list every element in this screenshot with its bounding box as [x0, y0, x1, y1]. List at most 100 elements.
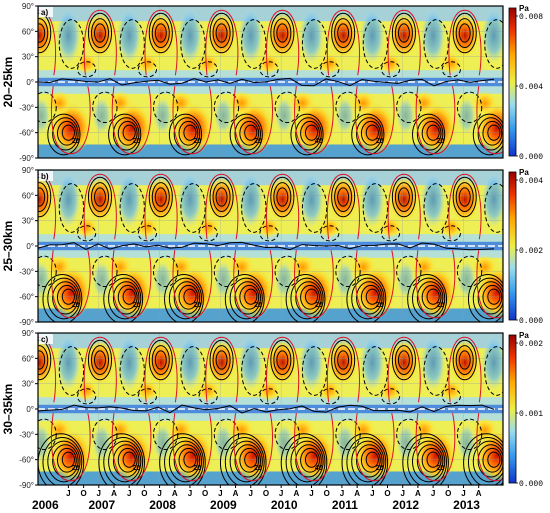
dashed-contour: [198, 61, 218, 78]
panel-field: 20 20 20 20 20 20 20: [38, 170, 550, 322]
southern-contour: [234, 117, 262, 151]
northern-contour: [391, 176, 416, 218]
northern-contour: [148, 176, 173, 218]
southern-maximum: [294, 102, 335, 155]
contour-label: 20: [254, 465, 262, 472]
northern-maximum: [145, 176, 176, 223]
southern-contour: [365, 124, 379, 141]
southern-contour: [472, 440, 503, 483]
zero-contour: [233, 250, 274, 319]
southern-contour: [56, 284, 77, 310]
month-tick-label: A: [476, 489, 482, 498]
dashed-contour: [456, 91, 483, 124]
southern-contour: [356, 117, 383, 151]
southern-contour: [122, 288, 136, 305]
dashed-contour: [423, 346, 449, 396]
colorbar: [508, 334, 517, 484]
northern-contour: [154, 23, 167, 43]
dashed-contour: [152, 418, 179, 451]
southern-maximum: [416, 102, 457, 155]
northern-contour: [337, 350, 350, 370]
southern-contour: [411, 277, 446, 320]
southern-contour: [300, 447, 320, 473]
zero-contour: [144, 9, 178, 76]
colorbar-tick-label: 0.000: [519, 153, 543, 162]
dashed-contour: [456, 255, 483, 288]
month-tick-label: A: [172, 489, 178, 498]
northern-maximum: [145, 339, 176, 386]
dashed-contour: [137, 61, 158, 78]
dashed-contour: [380, 225, 401, 242]
equatorial-contour: [38, 241, 495, 251]
zero-contour: [538, 86, 550, 154]
summer-minimum: [457, 97, 476, 135]
southern-maximum: [355, 102, 396, 155]
southern-contour: [421, 120, 442, 146]
southern-maximum: [172, 102, 214, 155]
northern-contour: [455, 182, 474, 212]
northern-contour: [397, 187, 410, 207]
dashed-contour: [362, 346, 389, 396]
southern-contour: [539, 118, 550, 150]
altitude-label: 20–25km: [1, 57, 15, 108]
southern-contour: [234, 281, 262, 315]
northern-contour: [452, 12, 477, 54]
summer-minimum: [275, 424, 294, 462]
month-tick-label: A: [293, 489, 299, 498]
northern-contour: [94, 350, 106, 370]
northern-contour: [455, 345, 474, 375]
northern-contour: [397, 350, 410, 370]
summer-minimum: [92, 424, 111, 462]
month-tick-label: O: [80, 489, 86, 498]
dashed-contour: [396, 255, 422, 288]
southern-contour: [224, 273, 265, 322]
dashed-contour: [92, 255, 118, 288]
southern-contour: [47, 113, 81, 156]
y-tick-label: 0°: [26, 242, 34, 251]
panel-label-box: [39, 171, 53, 181]
altitude-label: 25–30km: [1, 221, 15, 272]
contour-label: 20: [254, 138, 262, 145]
summer-minimum: [457, 424, 476, 462]
northern-contour: [458, 187, 471, 207]
zero-contour: [111, 250, 152, 319]
dashed-contour: [241, 183, 267, 233]
southern-contour: [295, 444, 322, 478]
y-tick-label: -30°: [19, 103, 34, 112]
northern-contour: [148, 339, 173, 381]
northern-contour: [151, 18, 170, 48]
southern-contour: [351, 277, 385, 320]
zero-contour: [294, 250, 334, 319]
colorbar-unit: Pa: [519, 331, 529, 340]
northern-maximum: [388, 176, 420, 223]
southern-contour: [295, 281, 322, 315]
dashed-contour: [259, 225, 279, 242]
northern-maximum: [84, 176, 116, 223]
dashed-contour: [301, 346, 328, 396]
equatorial-contour: [38, 77, 495, 87]
zero-contour: [326, 9, 360, 76]
colorbar-tick-label: 0.004: [519, 83, 543, 92]
northern-maximum: [327, 12, 359, 59]
summer-minimum: [396, 97, 415, 135]
southern-contour: [360, 284, 381, 310]
northern-maximum: [449, 176, 480, 223]
zero-contour: [448, 9, 482, 76]
dashed-contour: [137, 388, 158, 405]
southern-contour: [108, 113, 142, 156]
southern-maximum: [538, 267, 550, 319]
dashed-contour: [241, 19, 267, 69]
southern-contour: [61, 451, 75, 468]
contour-label: 20: [436, 138, 444, 145]
southern-contour: [103, 273, 144, 322]
zero-contour: [294, 413, 334, 482]
month-tick-label: J: [188, 489, 192, 498]
southern-contour: [178, 120, 199, 146]
dashed-contour: [119, 19, 145, 69]
month-tick-label: J: [127, 489, 131, 498]
northern-contour: [94, 187, 106, 207]
y-tick-label: -90°: [19, 481, 34, 490]
southern-contour: [482, 447, 503, 473]
southern-contour: [244, 288, 258, 305]
dashed-contour: [198, 388, 218, 405]
